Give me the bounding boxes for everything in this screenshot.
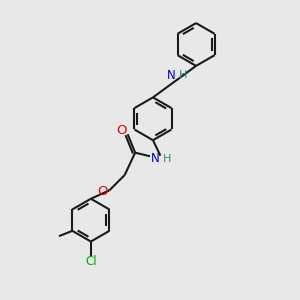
Text: H: H xyxy=(163,154,171,164)
Text: O: O xyxy=(98,185,108,198)
Text: H: H xyxy=(178,70,187,80)
Text: N: N xyxy=(151,152,159,165)
Text: Cl: Cl xyxy=(85,255,97,268)
Text: N: N xyxy=(167,69,176,82)
Text: O: O xyxy=(116,124,127,137)
